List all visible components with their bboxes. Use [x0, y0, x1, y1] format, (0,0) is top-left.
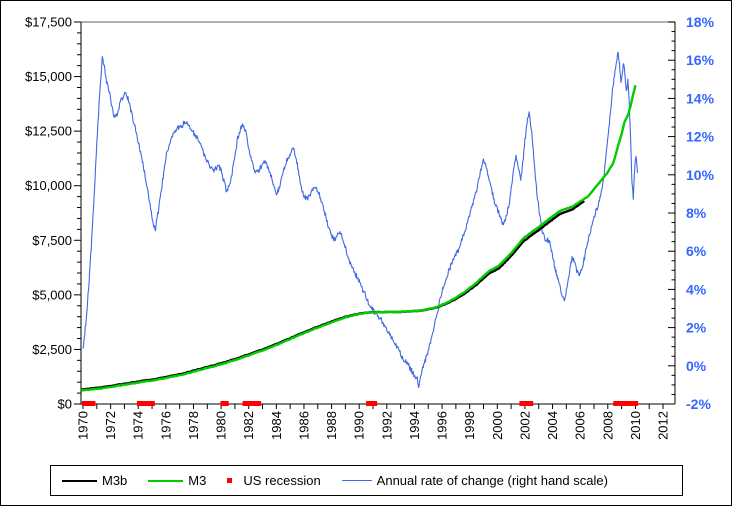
y-right-tick-label: 0%: [686, 358, 707, 374]
legend-item-m3: M3: [148, 473, 206, 488]
y-left-tick-label: $15,000: [25, 69, 72, 84]
legend-item-annual-rate: Annual rate of change (right hand scale): [341, 473, 608, 488]
y-right-tick-label: 18%: [686, 14, 715, 30]
y-right-tick-label: -2%: [686, 396, 711, 412]
money-supply-chart: $0 $2,500 $5,000 $7,500 $10,000 $12,500 $15,00…: [25, 14, 715, 440]
x-tick-label: 1992: [379, 411, 394, 440]
y-right-tick-label: 2%: [686, 320, 707, 336]
x-tick-label: 2010: [628, 411, 643, 440]
x-tick-label: 2008: [600, 411, 615, 440]
x-tick-label: 2012: [656, 411, 671, 440]
x-tick-label: 1982: [241, 411, 256, 440]
m3b-line-swatch: [62, 479, 97, 482]
recession-bar: [366, 401, 378, 406]
x-tick-label: 2004: [545, 411, 560, 440]
y-axis-right: -2% 0% 2% 4% 6% 8% 10% 12% 14% 16% 18%: [668, 14, 715, 412]
legend: M3b M3 US recession Annual rate of chang…: [50, 465, 683, 496]
legend-item-m3b: M3b: [62, 473, 127, 488]
y-right-tick-label: 12%: [686, 129, 715, 145]
legend-label-m3b: M3b: [102, 473, 128, 488]
y-right-tick-label: 8%: [686, 205, 707, 221]
y-left-tick-label: $17,500: [25, 15, 72, 30]
rate-line-swatch: [341, 480, 372, 481]
x-tick-label: 1990: [352, 411, 367, 440]
x-tick-label: 1988: [324, 411, 339, 440]
x-tick-label: 1976: [158, 411, 173, 440]
y-right-tick-label: 16%: [686, 52, 715, 68]
y-right-tick-label: 10%: [686, 167, 715, 183]
x-tick-label: 2002: [517, 411, 532, 440]
m3-line-swatch: [148, 479, 184, 482]
recession-bar: [242, 401, 262, 406]
recession-bars: [81, 401, 639, 406]
x-tick-label: 1998: [462, 411, 477, 440]
recession-bar: [81, 401, 96, 406]
x-tick-label: 1996: [435, 411, 450, 440]
y-left-tick-label: $5,000: [32, 287, 72, 302]
recession-marker-swatch: [227, 478, 233, 483]
series-annual-rate-of-change-right-hand-scale: [82, 51, 639, 389]
legend-label-m3: M3: [188, 473, 207, 488]
legend-label-us-recession: US recession: [243, 473, 321, 488]
x-tick-label: 1994: [407, 411, 422, 440]
x-tick-label: 1986: [296, 411, 311, 440]
series-m3: [80, 85, 637, 392]
recession-bar: [519, 401, 534, 406]
y-right-tick-label: 4%: [686, 281, 707, 297]
y-right-tick-label: 6%: [686, 243, 707, 259]
x-tick-label: 1978: [186, 411, 201, 440]
series-m3b: [80, 200, 585, 391]
x-tick-label: 1970: [76, 411, 91, 440]
x-tick-label: 1974: [131, 411, 146, 440]
y-left-tick-label: $2,500: [32, 342, 72, 357]
recession-bar: [613, 401, 639, 406]
recession-bar: [220, 401, 229, 406]
x-tick-label: 1980: [214, 411, 229, 440]
y-axis-left: $0 $2,500 $5,000 $7,500 $10,000 $12,500 $15,00…: [25, 15, 81, 412]
y-right-tick-label: 14%: [686, 90, 715, 106]
y-left-tick-label: $0: [58, 397, 72, 412]
x-tick-label: 2006: [573, 411, 588, 440]
y-left-tick-label: $12,500: [25, 124, 72, 139]
x-tick-label: 2000: [490, 411, 505, 440]
x-axis: 1970 1972 1974 1976 1978 1980 1982 1984 1986 1988…: [76, 404, 671, 440]
y-left-tick-label: $10,000: [25, 178, 72, 193]
legend-item-us-recession: US recession: [227, 473, 321, 488]
recession-bar: [136, 401, 155, 406]
axes: [80, 21, 676, 405]
legend-label-annual-rate: Annual rate of change (right hand scale): [376, 473, 608, 488]
x-tick-label: 1972: [103, 411, 118, 440]
x-tick-label: 1984: [269, 411, 284, 440]
y-left-tick-label: $7,500: [32, 233, 72, 248]
